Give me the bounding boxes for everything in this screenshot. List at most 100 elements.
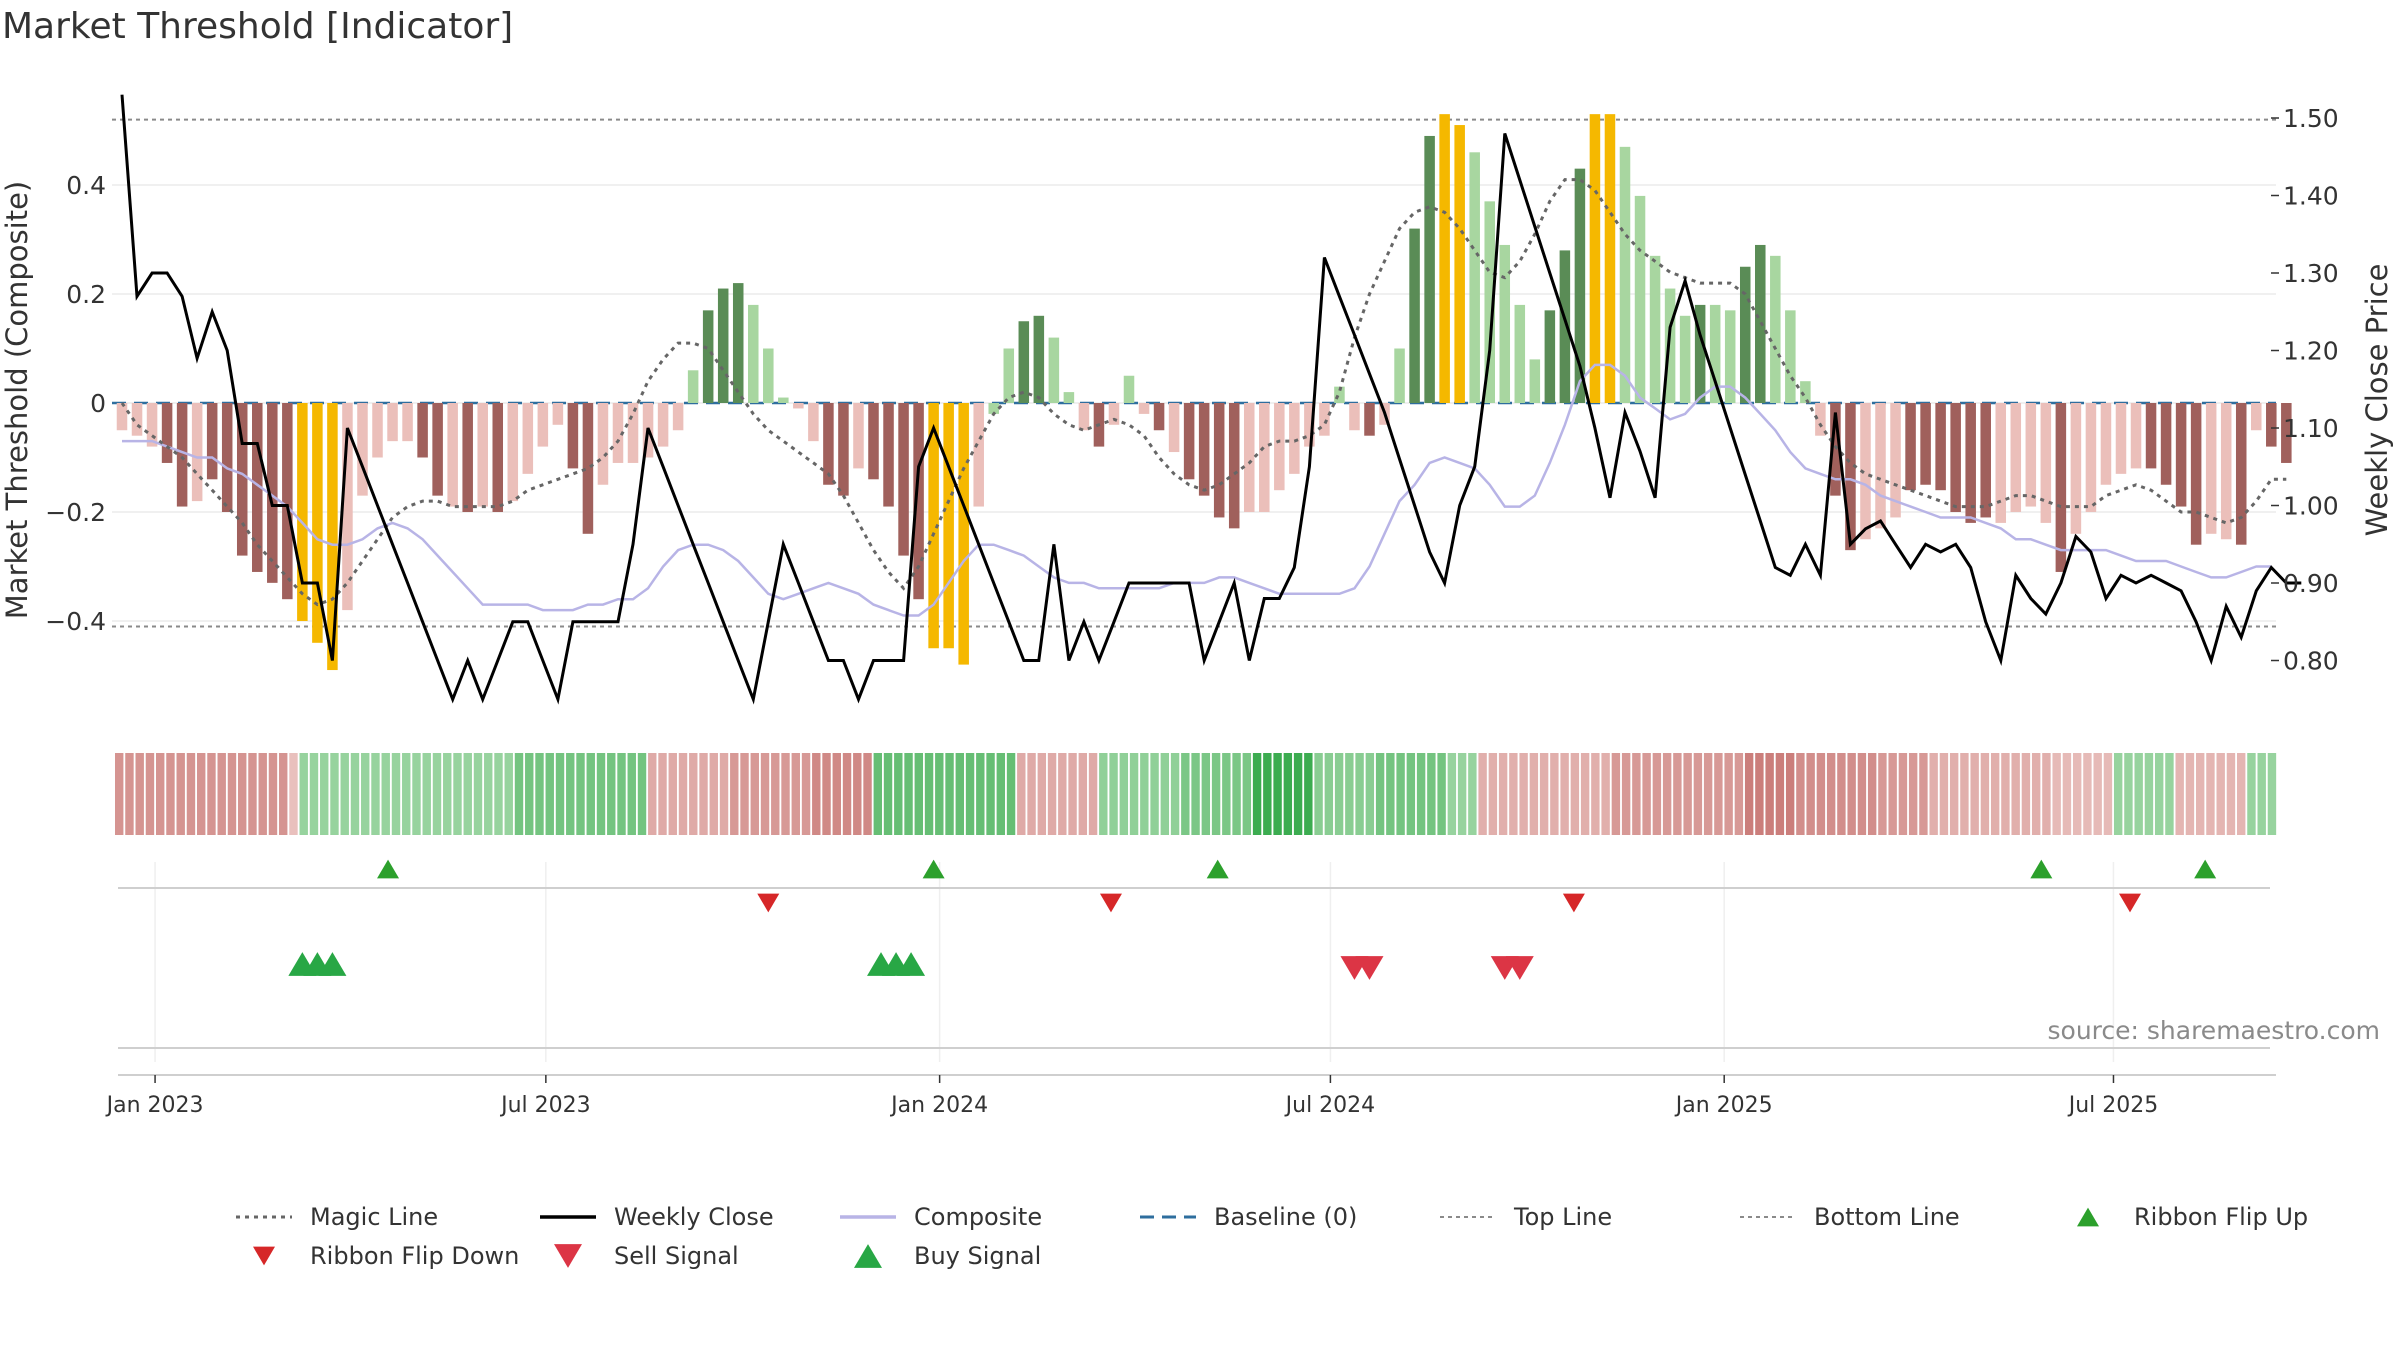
ribbon-cell bbox=[1293, 753, 1303, 835]
composite-bar bbox=[252, 403, 263, 572]
composite-bar bbox=[1454, 125, 1465, 404]
composite-bar bbox=[1574, 168, 1586, 403]
ribbon-cell bbox=[1468, 753, 1477, 835]
composite-bar bbox=[1123, 375, 1135, 403]
ribbon-cell bbox=[1908, 753, 1918, 835]
ribbon-cell bbox=[2206, 753, 2215, 835]
ribbon-cell bbox=[2257, 753, 2266, 835]
ribbon-cell bbox=[894, 753, 903, 835]
x-tick-label: Jul 2023 bbox=[499, 1093, 591, 1118]
ribbon-cell bbox=[1775, 753, 1785, 835]
chart-title: Market Threshold [Indicator] bbox=[2, 6, 513, 47]
ribbon-cell bbox=[2083, 753, 2092, 835]
composite-bar bbox=[2100, 403, 2112, 485]
ribbon-cell bbox=[1355, 753, 1364, 835]
ribbon-cell bbox=[955, 753, 965, 835]
ribbon-cell bbox=[566, 753, 575, 835]
composite-bar bbox=[2040, 403, 2052, 523]
composite-bar bbox=[1108, 403, 1120, 425]
ribbon-cell bbox=[381, 753, 390, 835]
ribbon-cell bbox=[699, 753, 708, 835]
composite-bar bbox=[2070, 403, 2082, 534]
ribbon-cell bbox=[1949, 753, 1959, 835]
y-tick-label: −0.4 bbox=[45, 607, 106, 636]
ribbon-cell bbox=[135, 753, 144, 835]
composite-bar bbox=[131, 403, 143, 436]
ribbon-cell bbox=[1652, 753, 1662, 835]
ribbon-cell bbox=[238, 753, 247, 835]
ribbon-cell bbox=[709, 753, 718, 835]
composite-bar bbox=[1709, 304, 1721, 403]
ribbon-cell bbox=[125, 753, 134, 835]
composite-bar bbox=[1875, 403, 1886, 529]
ribbon-cell bbox=[740, 753, 749, 835]
ribbon-cell bbox=[771, 753, 780, 835]
ribbon-cell bbox=[1939, 753, 1949, 835]
composite-bar bbox=[1078, 403, 1090, 431]
composite-bar bbox=[1063, 392, 1075, 403]
ribbon-cell bbox=[1591, 753, 1600, 835]
composite-bar bbox=[1559, 250, 1571, 403]
composite-bar bbox=[2205, 403, 2217, 534]
ribbon-cell bbox=[248, 753, 257, 835]
composite-bar bbox=[1920, 403, 1931, 485]
ribbon-cell bbox=[484, 753, 493, 835]
composite-bar bbox=[1243, 403, 1255, 512]
y-tick-label: 0.2 bbox=[66, 280, 106, 309]
ribbon-cell bbox=[1560, 753, 1569, 835]
left-axis-ticks: 0.4 0.2 0 −0.2 −0.4 bbox=[45, 171, 106, 636]
ribbon-cell bbox=[965, 753, 975, 835]
ribbon-cell bbox=[279, 753, 288, 835]
ribbon-cell bbox=[473, 753, 483, 835]
y2-tick-label: 1.40 bbox=[2283, 182, 2339, 211]
composite-bar bbox=[973, 403, 984, 507]
composite-bar bbox=[1228, 403, 1240, 529]
ribbon-cell bbox=[822, 753, 831, 835]
composite-bar bbox=[342, 403, 353, 611]
sell-signal-marker bbox=[1505, 956, 1534, 980]
ribbon-cell bbox=[1888, 753, 1897, 835]
ribbon-cell bbox=[2072, 753, 2082, 835]
composite-bar bbox=[2250, 403, 2262, 431]
ribbon-cell bbox=[1919, 753, 1928, 835]
composite-bar bbox=[1319, 403, 1330, 436]
legend-item: Ribbon Flip Up bbox=[2077, 1203, 2308, 1231]
ribbon-cell bbox=[1857, 753, 1867, 835]
composite-bar bbox=[943, 403, 954, 649]
ribbon-cell bbox=[2185, 753, 2195, 835]
legend-label: Bottom Line bbox=[1814, 1203, 1960, 1231]
composite-bar bbox=[1980, 403, 1991, 518]
ribbon-cell bbox=[576, 753, 585, 835]
x-tick-label: Jul 2025 bbox=[2067, 1093, 2159, 1118]
x-tick-label: Jan 2025 bbox=[1674, 1093, 1773, 1118]
legend-swatch bbox=[554, 1244, 582, 1268]
composite-bar bbox=[2145, 403, 2157, 469]
ribbon-cell bbox=[1693, 753, 1703, 835]
composite-bar bbox=[1048, 337, 1060, 403]
y-tick-label: 0 bbox=[90, 389, 106, 418]
ribbon-cell bbox=[504, 753, 513, 835]
ribbon-cell bbox=[2216, 753, 2225, 835]
legend-item: Ribbon Flip Down bbox=[253, 1242, 519, 1270]
ribbon-cell bbox=[1058, 753, 1067, 835]
composite-bar bbox=[612, 403, 624, 463]
ribbon-cell bbox=[2226, 753, 2236, 835]
ribbon-cell bbox=[996, 753, 1006, 835]
composite-bar bbox=[2025, 403, 2037, 507]
ribbon-cell bbox=[668, 753, 677, 835]
composite-bar bbox=[462, 403, 473, 512]
composite-bar bbox=[2010, 403, 2022, 512]
ribbon-cell bbox=[2267, 753, 2277, 835]
ribbon-cell bbox=[2011, 753, 2020, 835]
ribbon-cell bbox=[1960, 753, 1969, 835]
ribbon-cell bbox=[176, 753, 185, 835]
legend-swatch bbox=[854, 1244, 882, 1268]
composite-bar bbox=[2160, 403, 2172, 485]
ribbon-cell bbox=[227, 753, 237, 835]
ribbon-cell bbox=[1170, 753, 1180, 835]
composite-bar bbox=[1153, 403, 1165, 431]
ribbon-cell bbox=[586, 753, 595, 835]
ribbon-cell bbox=[1755, 753, 1764, 835]
composite-bar bbox=[853, 403, 864, 469]
ribbon-cell bbox=[1017, 753, 1026, 835]
